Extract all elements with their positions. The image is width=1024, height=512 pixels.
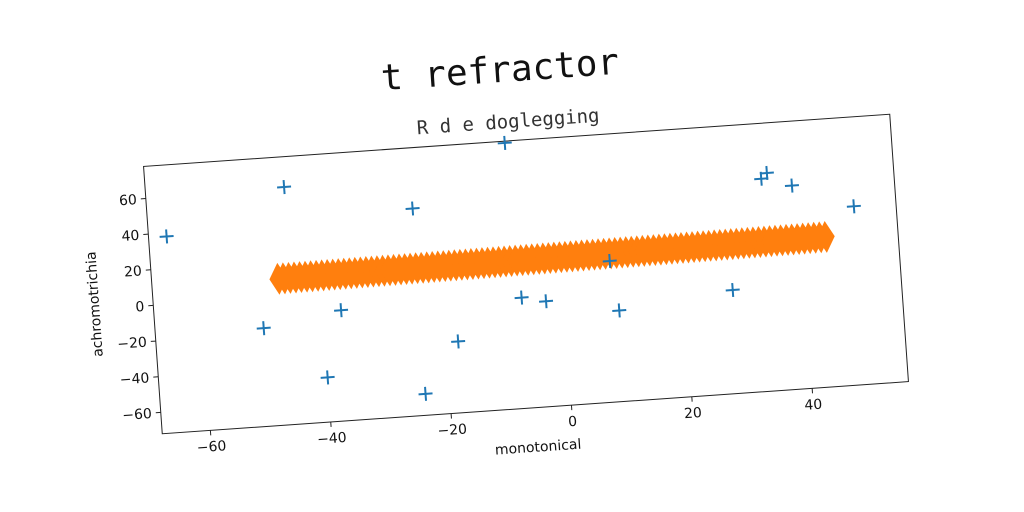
- plus-marker: [418, 386, 433, 401]
- plus-marker: [784, 178, 799, 193]
- x-tick-label: 0: [568, 414, 578, 431]
- x-tick-label: −60: [196, 438, 227, 456]
- y-tick-label: −40: [119, 370, 150, 388]
- x-tick-label: −20: [437, 422, 468, 440]
- chart-title: t refractor: [380, 42, 621, 100]
- y-tick-label: 40: [121, 228, 140, 245]
- y-tick-label: −60: [122, 406, 153, 424]
- plus-marker: [405, 201, 420, 216]
- plus-marker: [256, 321, 271, 336]
- chart-subtitle: R d e doglegging: [416, 105, 600, 140]
- x-tick-label: 20: [684, 405, 703, 422]
- x-tick-label: 40: [804, 397, 823, 414]
- plus-marker: [497, 135, 512, 151]
- axes-group: −60 −40 −20 0 20 40 −60 −40 −20 0 20 40 60 monotoni…: [83, 113, 909, 459]
- y-tick-label: 0: [135, 299, 145, 316]
- plus-marker: [602, 253, 617, 269]
- plus-marker: [514, 290, 529, 305]
- x-ticks: −60 −40 −20 0 20 40: [196, 388, 823, 456]
- y-ticks: −60 −40 −20 0 20 40 60: [117, 192, 161, 424]
- y-tick-label: −20: [117, 335, 148, 353]
- plus-marker: [277, 179, 292, 195]
- plus-marker: [759, 165, 774, 181]
- plot-frame: [143, 113, 909, 435]
- plus-marker: [538, 294, 554, 309]
- plus-marker: [725, 282, 740, 298]
- x-axis-label: monotonical: [494, 437, 582, 459]
- plus-marker: [846, 199, 861, 214]
- chart-subtitle-group: R d e doglegging: [416, 105, 600, 140]
- plus-marker: [612, 303, 627, 318]
- chart-title-group: t refractor: [380, 42, 621, 100]
- y-tick-label: 60: [119, 192, 138, 209]
- plus-marker: [320, 370, 335, 385]
- plus-marker: [334, 303, 349, 318]
- diamond-marker: [816, 220, 835, 253]
- plus-marker: [451, 334, 466, 349]
- x-tick-label: −40: [317, 430, 348, 448]
- y-axis-label: achromotrichia: [83, 251, 106, 357]
- plus-marker: [159, 229, 174, 244]
- y-tick-label: 20: [124, 263, 143, 280]
- chart-marks: [159, 135, 861, 401]
